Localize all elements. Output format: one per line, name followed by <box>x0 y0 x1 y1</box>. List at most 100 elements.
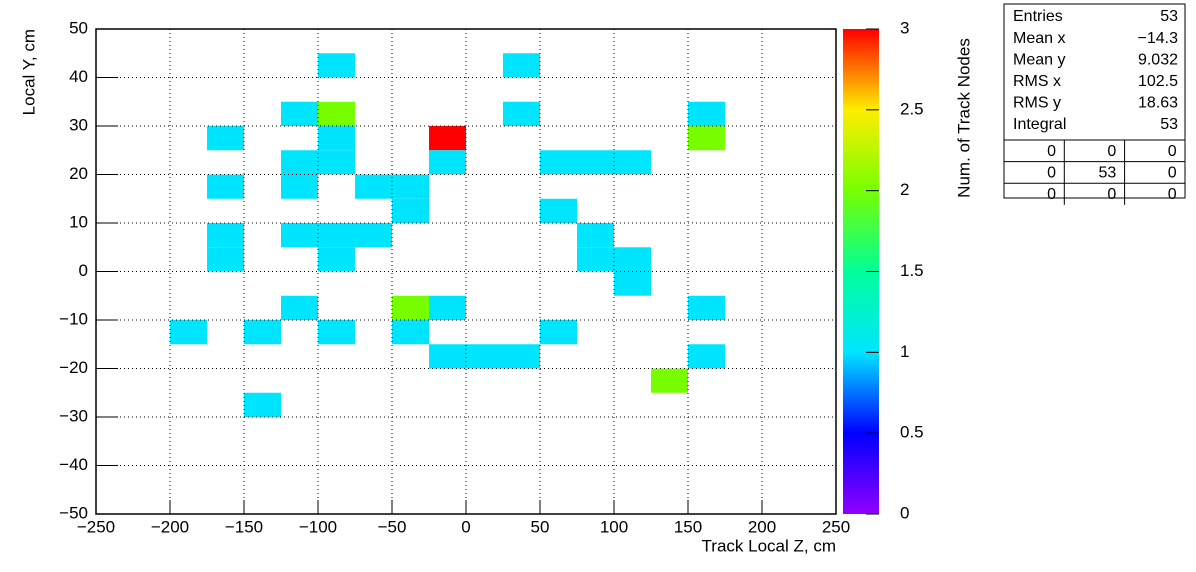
y-axis-title: Local Y, cm <box>19 29 38 115</box>
stats-cell: 0 <box>1168 165 1177 182</box>
cell <box>318 101 355 126</box>
x-axis-title: Track Local Z, cm <box>702 536 836 555</box>
cell <box>355 174 392 199</box>
stats-name: Mean y <box>1013 51 1065 68</box>
cell <box>318 223 355 248</box>
cell <box>688 295 725 320</box>
z-axis-title: Num. of Track Nodes <box>954 38 973 198</box>
x-tick-label: 100 <box>600 517 628 536</box>
x-tick-label: −50 <box>378 517 407 536</box>
cell <box>281 223 318 248</box>
cell <box>503 344 540 369</box>
stats-box: Entries 53 Mean x −14.3 Mean y 9.032 RMS x 102.… <box>1003 3 1186 205</box>
stats-frame <box>1003 3 1186 199</box>
stats-cell: 0 <box>1047 165 1056 182</box>
z-tick-label: 2 <box>900 180 909 199</box>
z-tick-label: 1.5 <box>900 261 924 280</box>
stats-value: 53 <box>1160 8 1178 25</box>
stats-cell: 0 <box>1168 186 1177 203</box>
cell <box>392 174 429 199</box>
x-tick-label: −150 <box>225 517 263 536</box>
cell <box>466 344 503 369</box>
cell <box>688 126 725 151</box>
cell <box>281 101 318 126</box>
stats-name: Entries <box>1013 8 1063 25</box>
stats-value: −14.3 <box>1138 30 1179 47</box>
cell <box>207 126 244 151</box>
stats-value: 9.032 <box>1138 51 1178 68</box>
stats-cell: 0 <box>1047 143 1056 160</box>
stats-name: RMS y <box>1013 95 1061 112</box>
y-tick-label: −50 <box>59 503 88 522</box>
cell <box>318 126 355 151</box>
stats-cell: 0 <box>1168 143 1177 160</box>
cell <box>688 344 725 369</box>
z-tick-label: 3 <box>900 18 909 37</box>
y-tick-label: −40 <box>59 455 88 474</box>
y-tick-label: 10 <box>69 212 88 231</box>
cell <box>688 101 725 126</box>
cell <box>429 295 466 320</box>
cell <box>614 150 651 175</box>
y-tick-label: −20 <box>59 358 88 377</box>
z-tick-label: 0 <box>900 503 909 522</box>
cell <box>318 53 355 78</box>
x-tick-label: 150 <box>674 517 702 536</box>
stats-name: RMS x <box>1013 73 1061 90</box>
stats-cell: 0 <box>1047 186 1056 203</box>
x-tick-label: −100 <box>299 517 337 536</box>
cell <box>281 150 318 175</box>
cell <box>540 320 577 345</box>
x-tick-label: −250 <box>77 517 115 536</box>
y-tick-label: 20 <box>69 164 88 183</box>
x-tick-label: 250 <box>822 517 850 536</box>
y-tick-label: −30 <box>59 406 88 425</box>
x-tick-label: −200 <box>151 517 189 536</box>
cell <box>207 174 244 199</box>
cell <box>651 368 688 393</box>
cell <box>318 247 355 272</box>
x-tick-label: 200 <box>748 517 776 536</box>
cell <box>429 150 466 175</box>
cell <box>392 320 429 345</box>
x-tick-label: 0 <box>461 517 470 536</box>
cell <box>540 150 577 175</box>
stats-cell: 53 <box>1099 165 1117 182</box>
cell <box>318 320 355 345</box>
stats-value: 18.63 <box>1138 95 1178 112</box>
y-tick-label: 50 <box>69 18 88 37</box>
cell <box>244 320 281 345</box>
stats-value: 53 <box>1160 116 1178 133</box>
cell <box>392 295 429 320</box>
cell <box>503 53 540 78</box>
cell <box>392 198 429 223</box>
z-tick-label: 2.5 <box>900 99 924 118</box>
cell <box>540 198 577 223</box>
cell <box>318 150 355 175</box>
cell <box>577 247 614 272</box>
cell <box>244 392 281 417</box>
stats-cell: 0 <box>1107 143 1116 160</box>
cell <box>281 295 318 320</box>
cell <box>614 247 651 272</box>
stats-cell: 0 <box>1107 186 1116 203</box>
cell <box>429 344 466 369</box>
x-tick-label: 50 <box>531 517 550 536</box>
cell <box>614 271 651 296</box>
y-tick-label: 40 <box>69 67 88 86</box>
stats-name: Integral <box>1013 116 1066 133</box>
z-tick-label: 1 <box>900 342 909 361</box>
cell <box>577 150 614 175</box>
y-tick-label: 30 <box>69 115 88 134</box>
cell <box>207 247 244 272</box>
cell <box>503 101 540 126</box>
cell <box>207 223 244 248</box>
stats-value: 102.5 <box>1138 73 1178 90</box>
cell <box>355 223 392 248</box>
y-tick-label: −10 <box>59 309 88 328</box>
stats-name: Mean x <box>1013 30 1065 47</box>
cell <box>170 320 207 345</box>
z-tick-label: 0.5 <box>900 423 924 442</box>
cell <box>281 174 318 199</box>
